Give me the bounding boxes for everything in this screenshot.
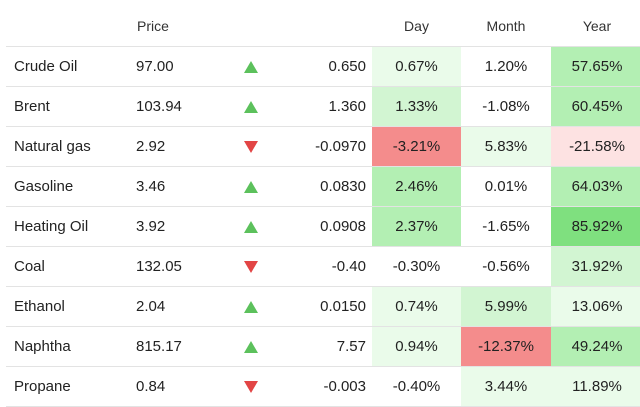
- direction-cell: [230, 206, 272, 247]
- year-change-cell: 11.89%: [551, 366, 640, 407]
- header-year[interactable]: Year: [582, 18, 612, 34]
- change-cell: 0.0150: [272, 286, 372, 327]
- direction-cell: [230, 326, 272, 367]
- commodity-name[interactable]: Heating Oil: [6, 206, 136, 247]
- commodities-table-container: Price Day Month Year Crude Oil 97.00 0.650…: [6, 6, 640, 407]
- year-change-cell: -21.58%: [551, 126, 640, 167]
- change-cell: 7.57: [272, 326, 372, 367]
- day-change-cell: -3.21%: [372, 126, 461, 167]
- month-change-cell: 5.83%: [461, 126, 551, 167]
- change-cell: 0.0830: [272, 166, 372, 207]
- triangle-up-icon: [244, 341, 258, 354]
- day-change-cell: -0.30%: [372, 246, 461, 287]
- month-change-cell: 0.01%: [461, 166, 551, 207]
- year-change-cell: 31.92%: [551, 246, 640, 287]
- table-row[interactable]: Brent 103.94 1.360 1.33% -1.08% 60.45%: [6, 86, 640, 127]
- price-cell: 0.84: [136, 366, 230, 407]
- commodity-name[interactable]: Natural gas: [6, 126, 136, 167]
- change-cell: -0.40: [272, 246, 372, 287]
- year-change-cell: 49.24%: [551, 326, 640, 367]
- price-cell: 815.17: [136, 326, 230, 367]
- table-body: Crude Oil 97.00 0.650 0.67% 1.20% 57.65% Brent…: [6, 46, 640, 407]
- month-change-cell: 5.99%: [461, 286, 551, 327]
- direction-cell: [230, 246, 272, 287]
- table-row[interactable]: Crude Oil 97.00 0.650 0.67% 1.20% 57.65%: [6, 46, 640, 87]
- header-price[interactable]: Price: [137, 18, 169, 34]
- year-change-cell: 57.65%: [551, 46, 640, 87]
- table-row[interactable]: Ethanol 2.04 0.0150 0.74% 5.99% 13.06%: [6, 286, 640, 327]
- month-change-cell: -12.37%: [461, 326, 551, 367]
- header-direction: [230, 6, 272, 47]
- table-header-row: Price Day Month Year: [6, 6, 640, 47]
- triangle-up-icon: [244, 181, 258, 194]
- header-name: [6, 6, 136, 47]
- price-cell: 103.94: [136, 86, 230, 127]
- price-cell: 132.05: [136, 246, 230, 287]
- change-cell: 1.360: [272, 86, 372, 127]
- triangle-down-icon: [244, 141, 258, 154]
- triangle-down-icon: [244, 381, 258, 394]
- table-row[interactable]: Natural gas 2.92 -0.0970 -3.21% 5.83% -21.58%: [6, 126, 640, 167]
- table-row[interactable]: Gasoline 3.46 0.0830 2.46% 0.01% 64.03%: [6, 166, 640, 207]
- price-cell: 97.00: [136, 46, 230, 87]
- header-month[interactable]: Month: [486, 18, 526, 34]
- year-change-cell: 64.03%: [551, 166, 640, 207]
- direction-cell: [230, 46, 272, 87]
- table-row[interactable]: Propane 0.84 -0.003 -0.40% 3.44% 11.89%: [6, 366, 640, 407]
- header-change: [272, 6, 372, 47]
- commodity-name[interactable]: Ethanol: [6, 286, 136, 327]
- price-cell: 2.04: [136, 286, 230, 327]
- direction-cell: [230, 86, 272, 127]
- month-change-cell: 3.44%: [461, 366, 551, 407]
- direction-cell: [230, 126, 272, 167]
- day-change-cell: 2.37%: [372, 206, 461, 247]
- commodity-name[interactable]: Brent: [6, 86, 136, 127]
- commodity-name[interactable]: Coal: [6, 246, 136, 287]
- price-cell: 3.46: [136, 166, 230, 207]
- commodity-name[interactable]: Gasoline: [6, 166, 136, 207]
- day-change-cell: 0.94%: [372, 326, 461, 367]
- day-change-cell: 1.33%: [372, 86, 461, 127]
- direction-cell: [230, 286, 272, 327]
- direction-cell: [230, 366, 272, 407]
- table-row[interactable]: Naphtha 815.17 7.57 0.94% -12.37% 49.24%: [6, 326, 640, 367]
- day-change-cell: 0.67%: [372, 46, 461, 87]
- month-change-cell: -1.65%: [461, 206, 551, 247]
- change-cell: 0.0908: [272, 206, 372, 247]
- direction-cell: [230, 166, 272, 207]
- price-cell: 2.92: [136, 126, 230, 167]
- triangle-up-icon: [244, 301, 258, 314]
- year-change-cell: 85.92%: [551, 206, 640, 247]
- month-change-cell: 1.20%: [461, 46, 551, 87]
- month-change-cell: -0.56%: [461, 246, 551, 287]
- day-change-cell: 0.74%: [372, 286, 461, 327]
- commodity-name[interactable]: Naphtha: [6, 326, 136, 367]
- header-day[interactable]: Day: [404, 18, 429, 34]
- triangle-up-icon: [244, 61, 258, 74]
- triangle-up-icon: [244, 101, 258, 114]
- commodity-name[interactable]: Propane: [6, 366, 136, 407]
- year-change-cell: 60.45%: [551, 86, 640, 127]
- triangle-down-icon: [244, 261, 258, 274]
- year-change-cell: 13.06%: [551, 286, 640, 327]
- triangle-up-icon: [244, 221, 258, 234]
- change-cell: -0.0970: [272, 126, 372, 167]
- commodity-name[interactable]: Crude Oil: [6, 46, 136, 87]
- day-change-cell: 2.46%: [372, 166, 461, 207]
- change-cell: -0.003: [272, 366, 372, 407]
- day-change-cell: -0.40%: [372, 366, 461, 407]
- table-row[interactable]: Coal 132.05 -0.40 -0.30% -0.56% 31.92%: [6, 246, 640, 287]
- table-row[interactable]: Heating Oil 3.92 0.0908 2.37% -1.65% 85.92%: [6, 206, 640, 247]
- commodities-table: Price Day Month Year Crude Oil 97.00 0.650…: [6, 6, 640, 407]
- price-cell: 3.92: [136, 206, 230, 247]
- change-cell: 0.650: [272, 46, 372, 87]
- month-change-cell: -1.08%: [461, 86, 551, 127]
